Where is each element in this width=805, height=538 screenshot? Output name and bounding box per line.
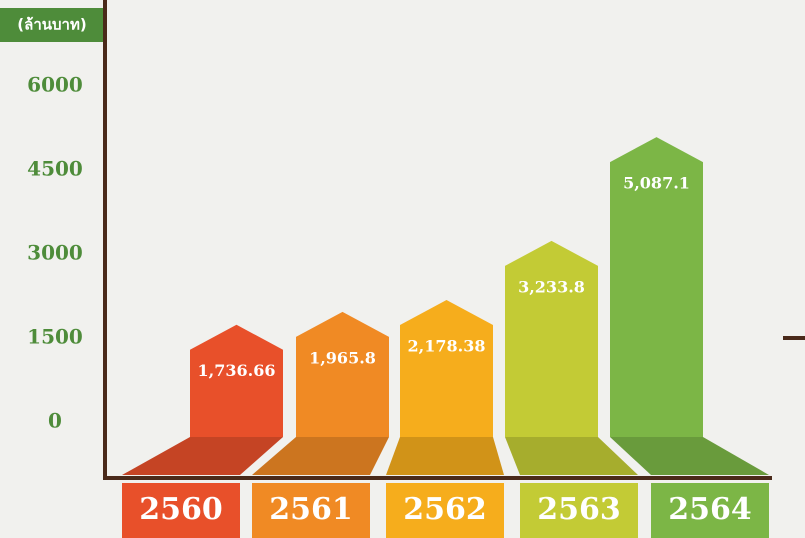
value-label: 3,233.8: [518, 277, 585, 296]
bar-base: [252, 437, 389, 475]
bar-base: [610, 437, 769, 475]
y-tick-label: 0: [48, 409, 62, 433]
value-label: 5,087.1: [623, 174, 690, 193]
x-tick-label: 2561: [269, 492, 353, 527]
y-tick-label: 1500: [27, 325, 83, 349]
y-tick-label: 6000: [27, 73, 83, 97]
x-tick-label: 2560: [139, 492, 223, 527]
x-tick-label: 2564: [668, 492, 752, 527]
bar: [610, 137, 703, 437]
category-box: [386, 483, 504, 538]
bar-base: [386, 437, 504, 475]
y-axis-label: (ล้านบาท): [17, 16, 86, 34]
value-label: 1,965.8: [309, 348, 376, 367]
category-box: [122, 483, 240, 538]
bar: [505, 240, 598, 437]
bar: [296, 311, 389, 437]
value-label: 1,736.66: [198, 361, 276, 380]
category-box: [651, 483, 769, 538]
y-tick-label: 3000: [27, 241, 83, 265]
category-box: [520, 483, 638, 538]
x-tick-label: 2563: [537, 492, 621, 527]
bar: [190, 324, 283, 437]
unit-box: [0, 8, 104, 42]
bar: [400, 300, 493, 437]
value-label: 2,178.38: [408, 337, 486, 356]
x-tick-label: 2562: [403, 492, 487, 527]
bar-base: [505, 437, 638, 475]
y-tick-label: 4500: [27, 157, 83, 181]
category-box: [252, 483, 370, 538]
bar-base: [122, 437, 283, 475]
